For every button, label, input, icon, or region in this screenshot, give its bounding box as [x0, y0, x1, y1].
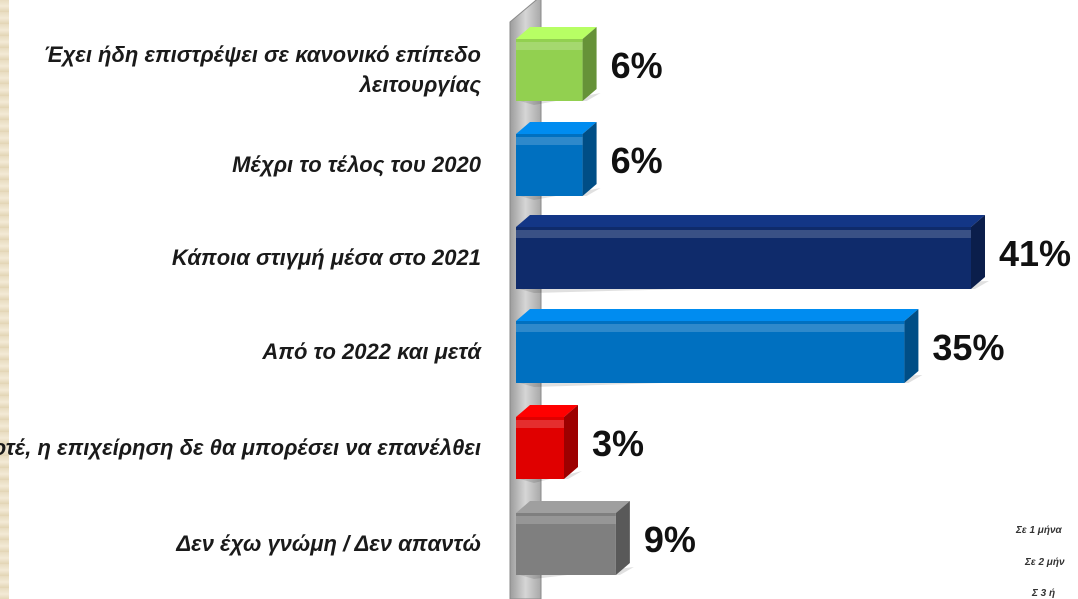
bar-value-label: 9% [644, 519, 696, 560]
bar-front-face [516, 513, 616, 575]
side-note-1: Σε 1 μήνα [1016, 525, 1062, 536]
bar [516, 27, 601, 105]
bar-value-label: 35% [932, 327, 1004, 368]
category-label: Δεν έχω γνώμη / Δεν απαντώ [176, 531, 481, 556]
bar-side-face [971, 215, 985, 289]
bar-front-face [516, 417, 564, 479]
category-label: Μέχρι το τέλος του 2020 [232, 152, 481, 177]
bar-top-face [516, 309, 919, 321]
bar-highlight [516, 137, 583, 145]
bar [516, 309, 923, 387]
bar-shadow [520, 281, 989, 293]
bar-side-face [904, 309, 919, 383]
side-note-3: Σ 3 ή [1032, 588, 1056, 599]
bar-highlight [516, 42, 583, 50]
bar-shadow [520, 471, 582, 483]
bar-top-face [516, 405, 578, 417]
category-label: Ποτέ, η επιχείρηση δε θα μπορέσει να επα… [0, 435, 481, 460]
bar-side-face [615, 501, 630, 575]
side-note-2: Σε 2 μήν [1025, 557, 1065, 568]
category-label: Κάποια στιγμή μέσα στο 2021 [171, 245, 481, 270]
bar-front-face [516, 227, 971, 289]
bar-value-label: 41% [999, 233, 1071, 274]
bar-shadow [520, 188, 601, 200]
bar-shadow [520, 567, 634, 579]
bar-top-face [516, 215, 985, 227]
bar-shadow [520, 375, 923, 387]
bar-highlight [516, 324, 905, 332]
bar [516, 122, 601, 200]
bar-value-label: 6% [611, 140, 663, 181]
decorative-left-border [0, 0, 9, 599]
bar [516, 405, 582, 483]
bar-side-face [564, 405, 578, 479]
bar-highlight [516, 230, 971, 238]
bar-top-face [516, 501, 630, 513]
bar-side-face [582, 27, 597, 101]
bar [516, 501, 634, 579]
category-label: Έχει ήδη επιστρέψει σε κανονικό επίπεδο … [43, 42, 481, 97]
bar-side-face [582, 122, 597, 196]
bar [516, 215, 989, 293]
bar-shadow [520, 93, 601, 105]
bar-highlight [516, 516, 616, 524]
bar-highlight [516, 420, 564, 428]
bar-front-face [516, 134, 583, 196]
bar-top-face [516, 27, 597, 39]
bar-front-face [516, 39, 583, 101]
bar-value-label: 6% [611, 45, 663, 86]
category-label: Από το 2022 και μετά [262, 339, 481, 364]
bar-top-face [516, 122, 597, 134]
bar-front-face [516, 321, 905, 383]
bar-value-label: 3% [592, 423, 644, 464]
